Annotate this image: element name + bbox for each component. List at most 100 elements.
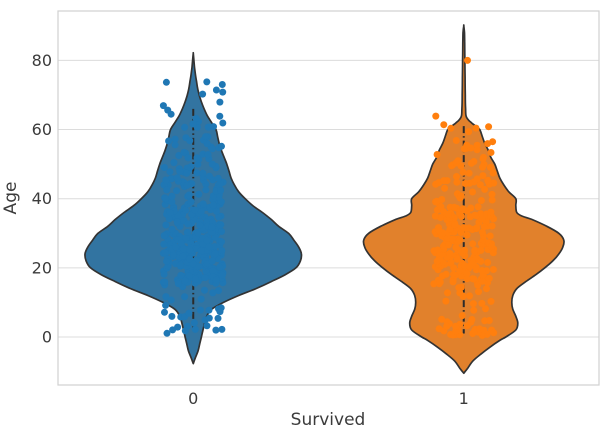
- strip-point: [470, 306, 478, 314]
- strip-point: [209, 201, 217, 209]
- strip-point: [182, 234, 190, 242]
- strip-point: [182, 206, 190, 214]
- plot-area: 0 20 40 60 80 0 1: [32, 10, 600, 408]
- strip-point: [183, 228, 191, 236]
- strip-point: [201, 286, 208, 294]
- strip-point: [467, 204, 475, 212]
- strip-point: [173, 174, 181, 182]
- plot-background: [58, 11, 599, 385]
- strip-point: [436, 278, 444, 286]
- strip-point: [197, 246, 205, 254]
- strip-point: [218, 228, 225, 235]
- strip-point: [453, 178, 461, 186]
- strip-point: [482, 305, 489, 313]
- strip-point: [480, 326, 488, 334]
- strip-point: [452, 243, 460, 251]
- strip-point: [179, 252, 187, 260]
- strip-point: [211, 250, 219, 258]
- strip-points-1: [430, 56, 498, 339]
- strip-point: [174, 280, 182, 288]
- strip-point: [199, 169, 207, 177]
- strip-point: [160, 270, 168, 278]
- strip-point: [162, 293, 170, 301]
- strip-point: [442, 297, 450, 305]
- strip-point: [196, 221, 204, 229]
- strip-point: [481, 317, 489, 325]
- strip-point: [457, 192, 465, 200]
- strip-point: [164, 106, 172, 114]
- strip-point: [474, 281, 482, 289]
- strip-point: [485, 274, 493, 282]
- strip-point: [440, 121, 448, 129]
- strip-point: [478, 228, 486, 236]
- strip-point: [162, 176, 170, 184]
- strip-point: [186, 246, 194, 254]
- strip-point: [190, 319, 198, 327]
- strip-point: [485, 123, 493, 131]
- strip-point: [171, 141, 179, 149]
- strip-point: [214, 314, 222, 322]
- strip-point: [168, 225, 176, 233]
- strip-point: [208, 160, 216, 168]
- strip-point: [469, 275, 477, 283]
- strip-point: [216, 263, 224, 271]
- strip-point: [487, 208, 495, 216]
- strip-point: [442, 270, 450, 278]
- strip-point: [440, 177, 448, 185]
- strip-point: [452, 137, 460, 144]
- strip-point: [431, 212, 439, 220]
- strip-point: [181, 293, 189, 301]
- strip-point: [474, 203, 482, 211]
- plot-border: [57, 10, 600, 386]
- strip-point: [452, 327, 460, 335]
- strip-point: [218, 238, 225, 246]
- strip-point: [437, 203, 445, 211]
- strip-point: [449, 278, 457, 286]
- strip-point: [444, 289, 451, 297]
- strip-point: [199, 200, 207, 208]
- strip-point: [202, 186, 210, 194]
- strip-point: [204, 151, 212, 159]
- strip-point: [451, 221, 459, 229]
- strip-point: [481, 185, 489, 193]
- x-tick-label: 0: [188, 389, 198, 408]
- strip-point: [203, 322, 211, 330]
- strip-point: [166, 209, 174, 217]
- strip-point: [473, 141, 481, 149]
- strip-point: [183, 169, 191, 177]
- strip-point: [219, 88, 227, 96]
- strip-point: [176, 168, 184, 175]
- strip-point: [191, 325, 199, 333]
- strip-point: [463, 231, 471, 239]
- strip-point: [468, 316, 476, 323]
- strip-point: [208, 145, 216, 153]
- strip-point: [473, 175, 481, 183]
- strip-point: [211, 233, 219, 241]
- strip-point: [484, 177, 492, 185]
- strip-point: [212, 86, 220, 94]
- strip-point: [218, 271, 226, 279]
- strip-point: [452, 322, 460, 330]
- strip-point: [467, 159, 475, 167]
- strip-point: [486, 232, 494, 240]
- strip-point: [199, 150, 207, 158]
- strip-point: [479, 155, 487, 163]
- strip-point: [463, 275, 471, 283]
- strip-point: [458, 312, 466, 320]
- strip-point: [161, 308, 168, 316]
- strip-point: [456, 236, 464, 244]
- strip-point: [202, 133, 210, 141]
- y-tick-label: 80: [32, 51, 52, 70]
- strip-point: [471, 211, 479, 219]
- strip-point: [434, 246, 442, 254]
- strip-point: [478, 215, 486, 223]
- strip-point: [168, 192, 176, 200]
- strip-point: [183, 181, 191, 189]
- strip-point: [469, 259, 477, 267]
- strip-point: [461, 246, 468, 254]
- strip-point: [203, 78, 211, 86]
- strip-point: [469, 188, 476, 196]
- strip-point: [477, 257, 485, 265]
